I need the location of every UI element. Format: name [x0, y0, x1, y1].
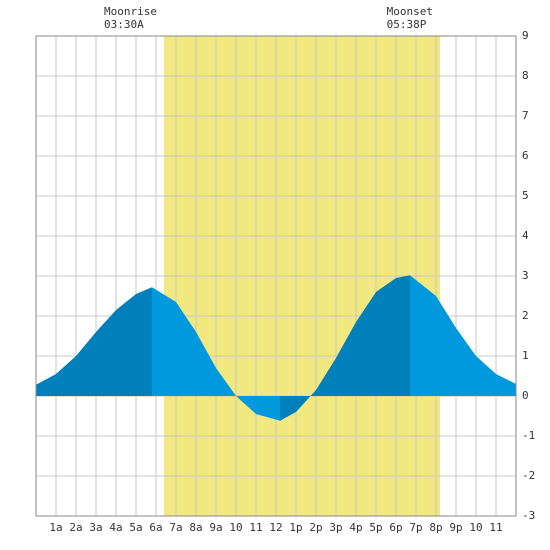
x-tick-label: 11: [249, 521, 262, 534]
y-tick-label: 3: [522, 269, 529, 282]
x-tick-label: 7p: [409, 521, 422, 534]
annotation-time: 05:38P: [387, 18, 427, 31]
y-tick-label: 5: [522, 189, 529, 202]
y-tick-label: -1: [522, 429, 535, 442]
x-tick-label: 4p: [349, 521, 362, 534]
x-tick-label: 1a: [49, 521, 62, 534]
y-tick-label: 6: [522, 149, 529, 162]
x-tick-label: 10: [229, 521, 242, 534]
y-tick-label: 0: [522, 389, 529, 402]
x-tick-label: 6p: [389, 521, 402, 534]
x-tick-label: 9a: [209, 521, 222, 534]
x-tick-label: 7a: [169, 521, 182, 534]
x-tick-label: 10: [469, 521, 482, 534]
y-tick-label: -3: [522, 509, 535, 522]
x-tick-label: 4a: [109, 521, 122, 534]
tide-area-rising: [36, 287, 152, 396]
x-tick-label: 5a: [129, 521, 142, 534]
y-tick-label: 4: [522, 229, 529, 242]
annotation-label: Moonset: [387, 5, 433, 18]
y-tick-label: 7: [522, 109, 529, 122]
x-tick-label: 2p: [309, 521, 322, 534]
tide-area-falling: [152, 287, 280, 421]
x-tick-label: 6a: [149, 521, 162, 534]
y-tick-label: -2: [522, 469, 535, 482]
y-tick-label: 8: [522, 69, 529, 82]
x-tick-label: 5p: [369, 521, 382, 534]
x-tick-label: 3a: [89, 521, 102, 534]
y-tick-label: 2: [522, 309, 529, 322]
x-tick-label: 2a: [69, 521, 82, 534]
x-tick-label: 8a: [189, 521, 202, 534]
plot-frame: [35, 35, 517, 517]
y-tick-label: 1: [522, 349, 529, 362]
x-tick-label: 8p: [429, 521, 442, 534]
y-tick-label: 9: [522, 29, 529, 42]
tide-area-falling: [410, 275, 516, 396]
x-tick-label: 3p: [329, 521, 342, 534]
x-tick-label: 12: [269, 521, 282, 534]
annotation-label: Moonrise: [104, 5, 157, 18]
x-tick-label: 9p: [449, 521, 462, 534]
tide-area-rising: [280, 275, 410, 421]
annotation-time: 03:30A: [104, 18, 144, 31]
x-tick-label: 11: [489, 521, 502, 534]
x-tick-label: 1p: [289, 521, 302, 534]
